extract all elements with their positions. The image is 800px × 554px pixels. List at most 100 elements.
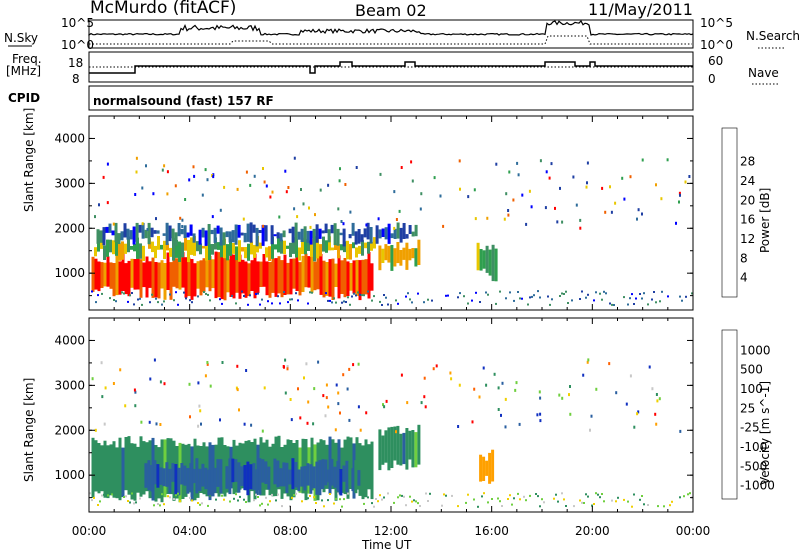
velocity-clutter-point — [595, 492, 597, 495]
velocity-scatter-point — [337, 391, 340, 395]
power-echo-cell — [482, 250, 486, 269]
velocity-scatter-point — [608, 362, 611, 366]
power-echo-cell — [109, 239, 112, 253]
power-echo-cell — [291, 226, 295, 243]
velocity-clutter-point — [233, 497, 235, 500]
power-scatter-point — [636, 217, 638, 221]
velocity-echo-cell — [177, 467, 181, 496]
power-echo-cell — [277, 236, 280, 253]
power-echo-cell — [271, 236, 274, 259]
velocity-echo-cell — [306, 463, 310, 486]
velocity-scatter-point — [582, 373, 585, 377]
velocity-echo-cell — [300, 466, 304, 487]
velocity-scatter-point — [263, 386, 266, 390]
velocity-clutter-point — [363, 502, 365, 505]
power-clutter-point — [529, 296, 531, 299]
power-echo-cell — [166, 252, 170, 290]
power-clutter-point — [169, 293, 171, 296]
power-clutter-point — [235, 302, 237, 305]
power-echo-cell — [106, 256, 110, 287]
velocity-clutter-point — [267, 503, 269, 506]
power-scatter-point — [155, 217, 157, 221]
power-colorbar-tick: 20 — [740, 193, 755, 207]
velocity-clutter-point — [291, 496, 293, 499]
power-clutter-point — [113, 299, 115, 301]
power-echo-cell — [322, 236, 325, 252]
power-clutter-point — [427, 298, 429, 301]
power-clutter-point — [381, 304, 383, 306]
power-scatter-point — [302, 202, 305, 206]
power-echo-cell — [243, 232, 247, 243]
power-scatter-point — [621, 176, 624, 180]
power-echo-cell — [181, 252, 185, 288]
velocity-scatter-point — [325, 383, 328, 387]
power-echo-cell — [304, 239, 307, 255]
nsearch-bottom-label: 10^0 — [700, 38, 733, 52]
velocity-echo-cell — [133, 443, 137, 501]
velocity-scatter-point — [197, 381, 200, 385]
velocity-clutter-point — [497, 497, 499, 500]
power-scatter-point — [688, 175, 691, 178]
power-scatter-point — [94, 215, 96, 219]
velocity-scatter-point — [305, 362, 308, 366]
power-echo-cell — [211, 244, 214, 255]
power-clutter-point — [289, 298, 291, 301]
velocity-echo-cell — [189, 463, 193, 491]
power-scatter-point — [393, 226, 396, 230]
power-echo-cell — [322, 260, 326, 298]
velocity-clutter-point — [127, 500, 129, 502]
power-clutter-point — [279, 302, 281, 305]
power-scatter-point — [641, 212, 643, 216]
velocity-clutter-point — [633, 493, 635, 496]
power-echo-cell — [220, 256, 224, 300]
velocity-scatter-point — [497, 408, 500, 411]
velocity-echo-cell — [367, 444, 371, 490]
velocity-echo-cell — [231, 458, 235, 483]
velocity-echo-cell — [297, 469, 301, 492]
nave-label: Nave — [748, 66, 779, 80]
velocity-scatter-point — [615, 391, 618, 395]
power-clutter-point — [331, 301, 333, 304]
power-clutter-point — [307, 302, 309, 305]
velocity-echo-cell — [115, 447, 119, 499]
power-clutter-point — [457, 296, 459, 299]
power-clutter-point — [151, 293, 153, 296]
velocity-scatter-point — [406, 401, 409, 405]
power-echo-cell — [261, 225, 265, 246]
velocity-scatter-point — [538, 390, 541, 394]
velocity-clutter-point — [513, 497, 515, 500]
power-echo-cell — [306, 230, 310, 243]
velocity-scatter-point — [569, 412, 572, 416]
velocity-echo-cell — [327, 469, 331, 483]
power-clutter-point — [353, 292, 355, 295]
power-clutter-point — [685, 295, 687, 298]
power-scatter-point — [152, 192, 155, 196]
power-echo-cell — [96, 229, 100, 244]
velocity-scatter-point — [504, 397, 507, 401]
velocity-clutter-point — [411, 500, 413, 503]
velocity-scatter-point — [500, 413, 502, 417]
power-echo-cell — [207, 224, 211, 245]
power-echo-cell — [273, 234, 277, 237]
power-echo-cell — [289, 258, 293, 295]
power-clutter-point — [177, 303, 179, 306]
velocity-clutter-point — [409, 495, 411, 498]
power-clutter-point — [679, 295, 681, 298]
velocity-echo-cell — [127, 436, 131, 495]
power-echo-cell — [375, 225, 379, 244]
velocity-clutter-point — [367, 496, 369, 499]
power-echo-cell — [174, 232, 178, 246]
power-scatter-point — [192, 165, 195, 169]
power-echo-cell — [352, 260, 356, 294]
velocity-clutter-point — [593, 503, 595, 505]
power-echo-cell — [349, 244, 352, 260]
velocity-clutter-point — [689, 492, 691, 495]
power-echo-cell — [364, 259, 368, 295]
power-clutter-point — [527, 303, 529, 306]
power-clutter-point — [417, 292, 419, 295]
velocity-echo-cell — [315, 461, 319, 495]
velocity-scatter-point — [348, 367, 351, 371]
velocity-colorbar-tick: -500 — [740, 459, 767, 473]
power-scatter-point — [181, 225, 184, 228]
power-echo-cell — [132, 226, 136, 245]
